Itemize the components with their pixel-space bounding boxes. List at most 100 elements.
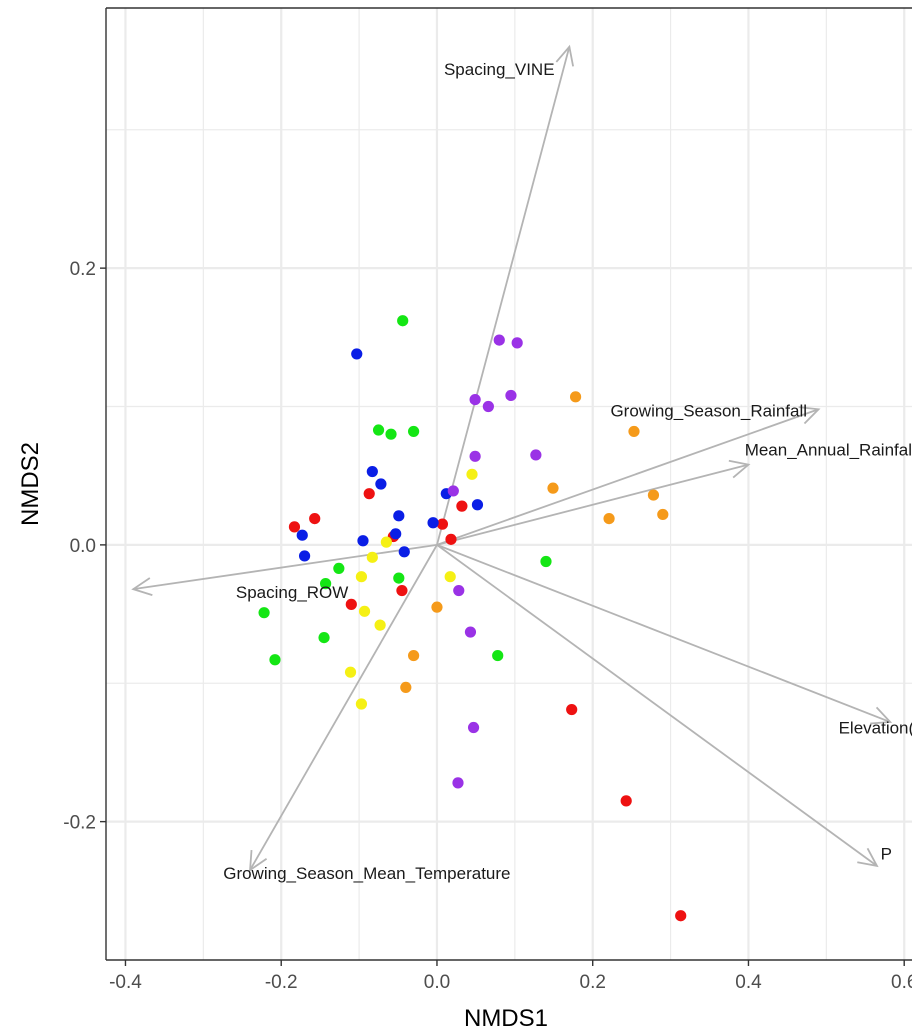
data-point-green [393,572,405,584]
vector-label: Elevation(m) [839,719,912,738]
minor-gridlines [106,8,912,960]
x-tick-label: 0.6 [891,972,912,993]
data-point-purple [469,393,481,406]
vector-arrow [436,544,879,868]
y-axis: -0.2 0.0 0.2 [63,259,106,834]
vector-arrowhead [249,850,268,872]
vector-labels: Spacing_VINE Growing_Season_Rainfall Mean_… [223,60,912,883]
data-point-orange [400,681,412,694]
data-point-green [333,562,345,575]
vector-arrow [249,544,438,872]
data-point-yellow [466,468,478,480]
data-point-blue [366,465,378,478]
vector-arrowhead [131,577,153,597]
x-axis-title: NMDS1 [464,1005,548,1032]
vector-label: Growing_Season_Mean_Temperature [223,864,510,883]
vector-shaft [436,463,749,546]
data-point-green [372,424,385,436]
vector-shaft [436,544,891,723]
data-point-blue [390,528,402,540]
data-point-purple [505,389,517,402]
y-tick-label: -0.2 [63,813,96,834]
data-point-orange [603,512,615,525]
data-point-green [269,654,281,666]
data-point-red [309,512,321,525]
data-point-orange [569,391,582,403]
vector-arrow [436,406,821,546]
data-point-red [396,584,408,597]
data-point-yellow [366,551,378,563]
data-point-purple [452,777,464,789]
x-tick-label: -0.4 [109,972,142,993]
x-tick-label: 0.0 [424,972,450,993]
vector-arrow [436,459,751,546]
x-tick-label: 0.4 [735,972,762,993]
data-point-red [345,598,357,610]
data-point-red [436,518,449,530]
data-point-purple [453,584,465,597]
data-point-purple [482,400,494,413]
vector-shaft [249,544,438,871]
data-point-orange [657,508,669,521]
vector-shaft [436,544,878,867]
vector-arrowhead [555,44,574,67]
data-point-orange [547,482,559,494]
vector-shaft [133,543,438,591]
data-point-blue [375,478,387,490]
data-point-blue [398,546,410,558]
data-point-yellow [374,619,386,631]
data-point-yellow [358,605,371,617]
data-point-green [408,425,420,438]
data-point-blue [393,510,405,522]
data-point-yellow [444,571,456,583]
environmental-vectors [131,44,893,872]
vector-arrow [436,544,893,725]
data-point-green [258,607,270,619]
sample-points [258,315,687,922]
data-point-blue [427,517,439,529]
data-point-purple [469,450,481,462]
data-point-red [620,795,632,807]
vector-arrowhead [857,847,879,868]
vector-label: Spacing_ROW [236,583,348,602]
data-point-purple [464,626,477,638]
data-point-red [363,488,375,500]
y-axis-title: NMDS2 [17,442,44,526]
data-point-purple [447,485,459,497]
data-point-yellow [355,698,368,710]
major-gridlines [106,8,912,960]
vector-label: Spacing_VINE [444,60,555,79]
data-point-green [540,555,552,568]
data-point-yellow [355,571,368,583]
x-tick-label: -0.2 [265,972,298,993]
vector-arrowhead [728,459,751,479]
x-axis: -0.4 -0.2 0.0 0.2 0.4 0.6 [109,960,912,993]
vector-arrowhead [870,706,893,725]
y-tick-label: 0.0 [70,536,96,557]
data-point-blue [351,348,363,360]
data-point-purple [530,449,542,461]
data-point-green [320,578,332,590]
vector-arrowhead [798,406,821,425]
vector-label: P [881,844,892,863]
data-point-yellow [380,536,392,548]
data-point-red [445,533,457,545]
data-point-orange [431,601,443,613]
data-point-green [385,428,397,440]
vector-shaft [436,408,819,546]
data-point-orange [408,649,420,662]
data-point-blue [298,550,311,562]
vector-label: Mean_Annual_Rainfall [745,440,912,459]
data-point-blue [296,529,308,541]
data-point-green [318,631,330,644]
data-point-red [675,910,687,922]
data-point-red [456,500,468,512]
data-point-orange [647,489,660,501]
data-point-red [566,703,578,716]
data-point-blue [471,499,484,511]
data-point-yellow [344,666,357,678]
data-point-green [397,315,409,327]
data-point-purple [493,334,505,346]
